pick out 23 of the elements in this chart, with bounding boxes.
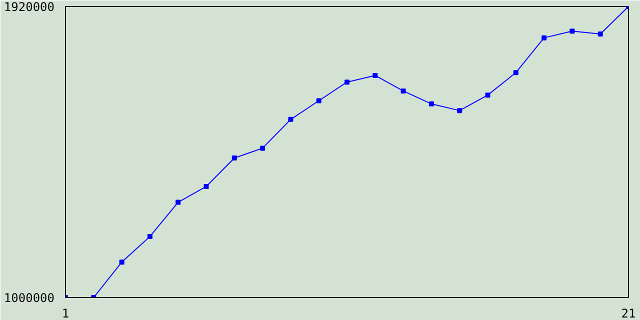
point bbox=[542, 35, 547, 40]
y-tick-label: 1000000 bbox=[4, 291, 55, 305]
point bbox=[288, 116, 294, 122]
point bbox=[260, 146, 266, 151]
point bbox=[513, 70, 518, 76]
point bbox=[204, 184, 209, 189]
x-tick-label: 1 bbox=[62, 306, 70, 320]
point bbox=[176, 200, 181, 205]
point bbox=[372, 72, 378, 78]
point bbox=[147, 234, 152, 239]
point bbox=[400, 88, 406, 94]
point bbox=[428, 101, 434, 106]
point bbox=[485, 92, 490, 98]
y-tick-label: 1920000 bbox=[4, 0, 55, 14]
point bbox=[316, 98, 322, 104]
point bbox=[570, 28, 575, 34]
x-tick-label: 21 bbox=[621, 306, 636, 320]
point bbox=[457, 108, 462, 114]
point bbox=[119, 260, 124, 265]
line-series bbox=[66, 6, 628, 298]
point bbox=[232, 156, 237, 161]
point bbox=[598, 32, 603, 37]
point bbox=[344, 80, 350, 85]
